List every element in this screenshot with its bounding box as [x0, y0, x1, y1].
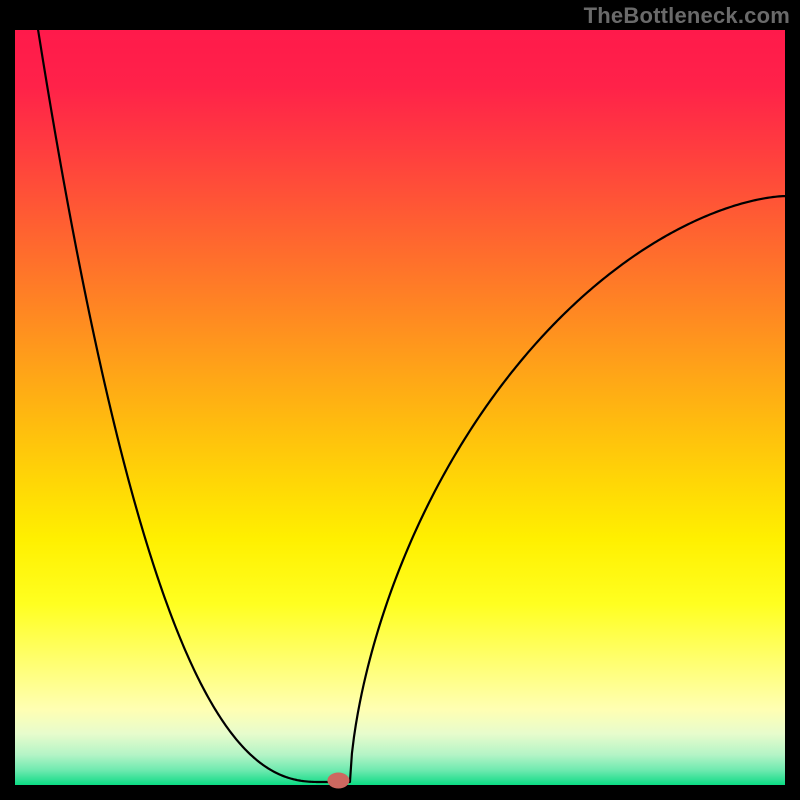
optimal-point-marker [327, 772, 349, 788]
bottleneck-chart [0, 0, 800, 800]
watermark-text: TheBottleneck.com [584, 3, 790, 29]
chart-frame: TheBottleneck.com [0, 0, 800, 800]
chart-background [15, 30, 785, 785]
